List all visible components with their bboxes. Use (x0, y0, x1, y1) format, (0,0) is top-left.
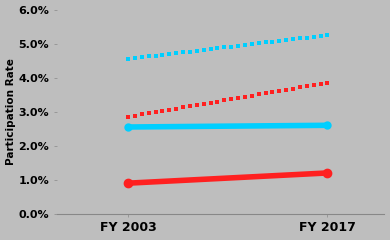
Y-axis label: Participation Rate: Participation Rate (5, 58, 16, 165)
